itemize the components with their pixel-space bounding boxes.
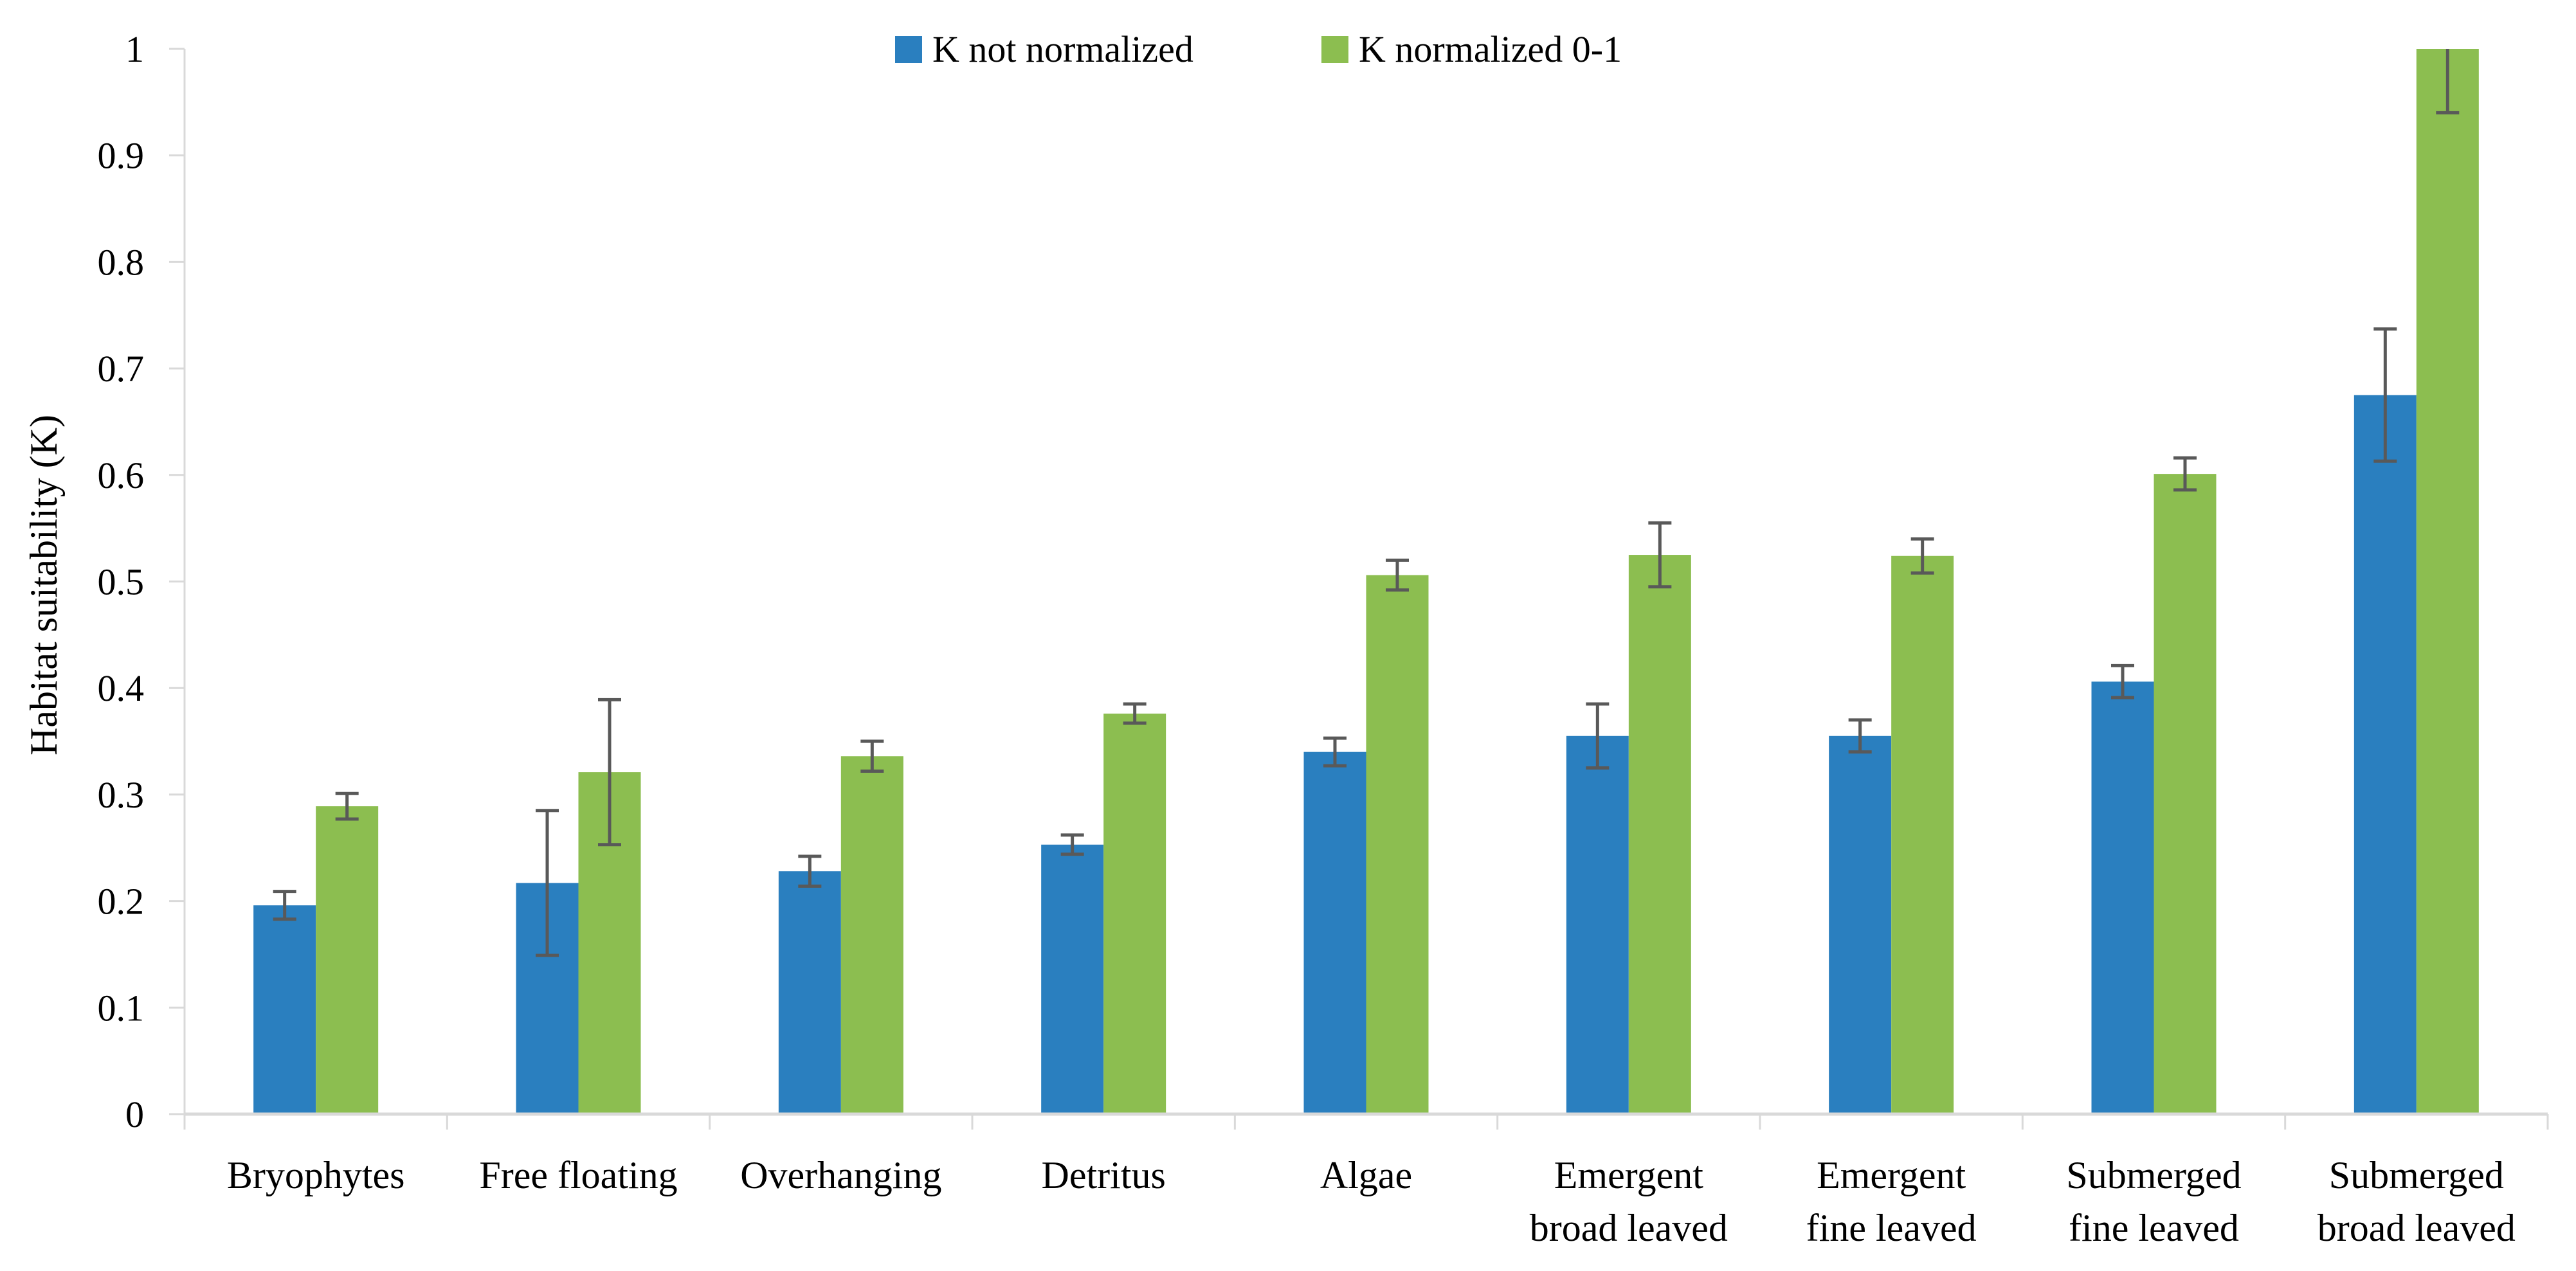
category-label: Emergent [1817,1154,1966,1196]
legend-label: K normalized 0-1 [1359,28,1622,70]
bar [2354,395,2417,1114]
bar [2416,49,2479,1114]
category-label: Emergent [1554,1154,1703,1196]
category-label: Bryophytes [227,1154,405,1196]
bar [1103,713,1166,1114]
bar [1628,555,1691,1114]
legend-label: K not normalized [932,28,1193,70]
y-tick-label: 0.5 [98,561,145,603]
y-tick-label: 0.1 [98,987,145,1029]
category-label: fine leaved [2069,1207,2239,1249]
legend-swatch [1321,36,1348,63]
category-label: broad leaved [2317,1207,2516,1249]
bar [1303,752,1366,1114]
bar [1366,575,1429,1114]
bar [1891,555,1954,1114]
y-tick-label: 0.4 [98,667,145,709]
y-tick-label: 0.8 [98,241,145,283]
bar [253,905,316,1114]
y-tick-label: 0.3 [98,774,145,816]
y-tick-label: 0.7 [98,348,145,390]
legend-swatch [895,36,922,63]
bar [1829,735,1892,1114]
bar [2091,681,2154,1114]
bar [1041,844,1104,1114]
bar [778,871,841,1114]
category-label: Free floating [479,1154,677,1196]
bar [840,756,903,1114]
bar [1566,735,1629,1114]
category-label: fine leaved [1806,1207,1977,1249]
category-label: Algae [1320,1154,1412,1196]
category-label: Submerged [2066,1154,2241,1196]
y-tick-label: 0.2 [98,881,145,923]
bar [2154,474,2217,1114]
category-label: broad leaved [1530,1207,1728,1249]
category-label: Submerged [2329,1154,2504,1196]
category-label: Detritus [1042,1154,1166,1196]
category-label: Overhanging [740,1154,941,1196]
bar [316,806,379,1114]
y-tick-label: 0 [125,1094,144,1135]
y-axis-title: Habitat suitability (K) [23,415,65,755]
y-tick-label: 0.6 [98,455,145,496]
y-tick-label: 0.9 [98,135,145,177]
y-tick-label: 1 [125,28,144,70]
